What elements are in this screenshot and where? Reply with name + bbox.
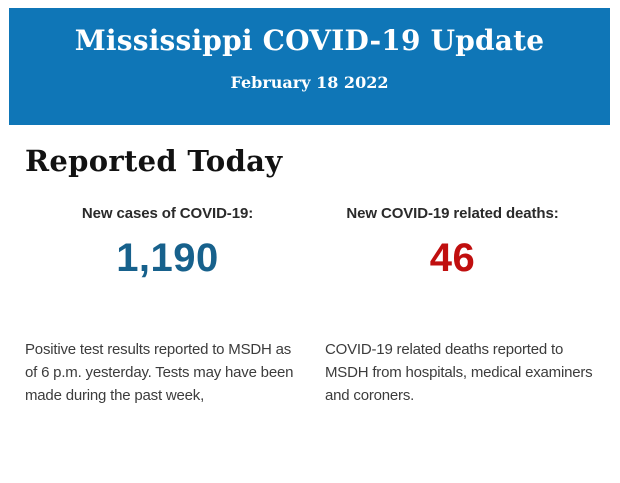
stat-new-deaths: New COVID-19 related deaths: 46 — [310, 205, 595, 281]
report-date: February 18 2022 — [230, 73, 389, 92]
new-deaths-value: 46 — [429, 236, 476, 280]
new-deaths-label: New COVID-19 related deaths: — [346, 205, 559, 222]
new-cases-label: New cases of COVID-19: — [81, 205, 254, 222]
descriptions-row: Positive test results reported to MSDH a… — [25, 338, 595, 407]
report-content: Reported Today New cases of COVID-19: 1,… — [0, 144, 620, 407]
header-banner: Mississippi COVID-19 Update February 18 … — [9, 8, 610, 125]
page-title: Mississippi COVID-19 Update — [74, 24, 545, 57]
stat-new-cases: New cases of COVID-19: 1,190 — [25, 205, 310, 281]
new-deaths-description: COVID-19 related deaths reported to MSDH… — [325, 341, 593, 404]
stats-row: New cases of COVID-19: 1,190 New COVID-1… — [25, 205, 595, 281]
new-cases-value: 1,190 — [116, 236, 219, 280]
new-cases-description: Positive test results reported to MSDH a… — [25, 341, 294, 404]
section-heading: Reported Today — [25, 144, 283, 178]
